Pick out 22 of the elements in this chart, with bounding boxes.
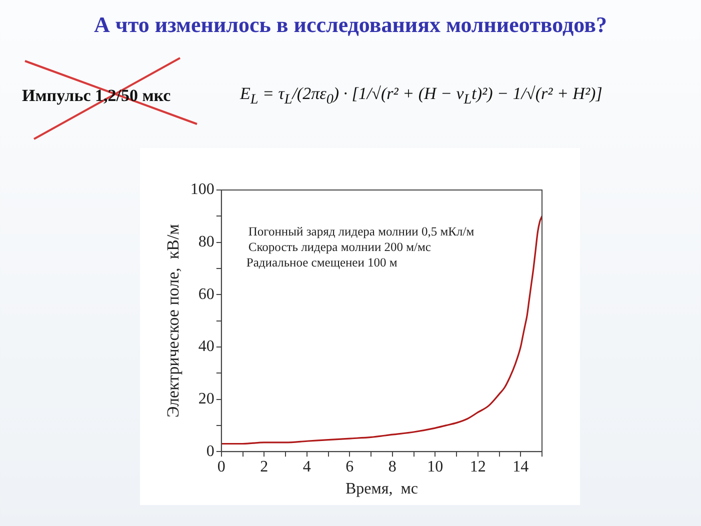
chart-title: А что изменилось в исследованиях молниеотводов? <box>93 12 608 38</box>
x-tick-label: 6 <box>346 458 354 476</box>
x-tick-label: 14 <box>512 458 529 476</box>
y-tick-label: 100 <box>190 181 214 198</box>
x-tick-label: 0 <box>217 458 226 476</box>
y-axis-title: Электрическое поле, кВ/м <box>164 224 183 418</box>
annotation: Погонный заряд лидера молнии 0,5 мКл/м <box>248 224 474 239</box>
x-tick-label: 2 <box>260 458 268 476</box>
y-tick-label: 20 <box>198 390 214 408</box>
x-tick-label: 8 <box>388 458 396 476</box>
y-tick-label: 80 <box>198 234 214 251</box>
x-tick-label: 10 <box>427 458 444 476</box>
y-tick-label: 60 <box>198 286 214 303</box>
x-tick-label: 12 <box>470 458 486 476</box>
annotation: Радиальное смещенеи 100 м <box>246 256 398 270</box>
line-series <box>221 215 542 445</box>
y-tick-label: 40 <box>198 338 214 356</box>
y-tick-label: 0 <box>206 442 214 460</box>
annotation: Скорость лидера молнии 200 м/мс <box>248 240 432 254</box>
x-tick-label: 4 <box>302 458 311 476</box>
x-axis-title: Время, мс <box>345 480 418 498</box>
text: E$_{L}$ = τ$_{L}$/(2πε$_{0}$) · [1/√(r² + (H − v$_{L}$t)²) − 1/√(r² + H²)] <box>240 84 602 108</box>
